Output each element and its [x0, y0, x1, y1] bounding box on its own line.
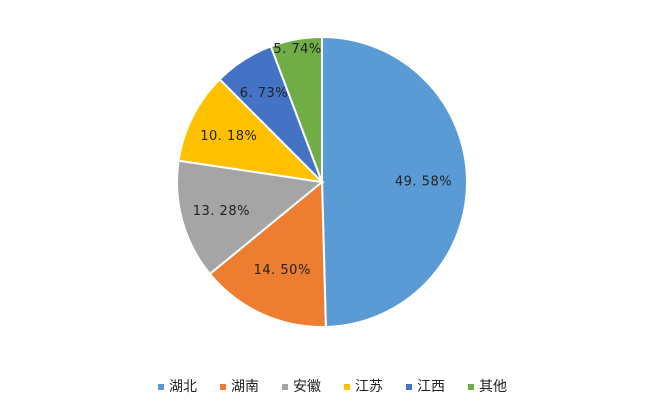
legend-item-3: 安徽	[282, 379, 321, 395]
slice-label-1: 49. 58%	[395, 175, 452, 190]
pie-slice-4	[177, 77, 325, 184]
legend-item-6: 其他	[468, 379, 507, 395]
pie-slice-6	[269, 35, 323, 183]
slice-label-2: 14. 50%	[254, 263, 311, 278]
legend-swatch-3	[282, 384, 288, 390]
legend-label-2: 湖南	[231, 379, 259, 395]
pie-slice-3	[176, 159, 325, 276]
legend-item-4: 江苏	[344, 379, 383, 395]
legend-swatch-4	[344, 384, 350, 390]
legend-label-5: 江西	[417, 379, 445, 395]
slice-labels: 49. 58% 14. 50% 13. 28% 10. 18% 6. 73% 5. 74%	[193, 42, 452, 278]
legend-swatch-1	[158, 384, 164, 390]
slice-label-3: 13. 28%	[193, 204, 250, 219]
legend-label-6: 其他	[479, 379, 507, 395]
legend-label-3: 安徽	[293, 379, 321, 395]
legend-item-5: 江西	[406, 379, 445, 395]
pie-slice-2	[208, 179, 327, 328]
legend-item-1: 湖北	[158, 379, 197, 395]
legend-label-4: 江苏	[355, 379, 383, 395]
chart-legend: 湖北 湖南 安徽 江苏 江西 其他	[158, 379, 507, 395]
slice-label-5: 6. 73%	[240, 86, 288, 101]
legend-item-2: 湖南	[220, 379, 259, 395]
slice-label-6: 5. 74%	[273, 42, 321, 57]
pie-slices	[176, 35, 468, 328]
pie-slice-1	[321, 35, 468, 328]
legend-swatch-5	[406, 384, 412, 390]
legend-swatch-6	[468, 384, 474, 390]
legend-swatch-2	[220, 384, 226, 390]
slice-label-4: 10. 18%	[200, 129, 257, 144]
legend-label-1: 湖北	[169, 379, 197, 395]
